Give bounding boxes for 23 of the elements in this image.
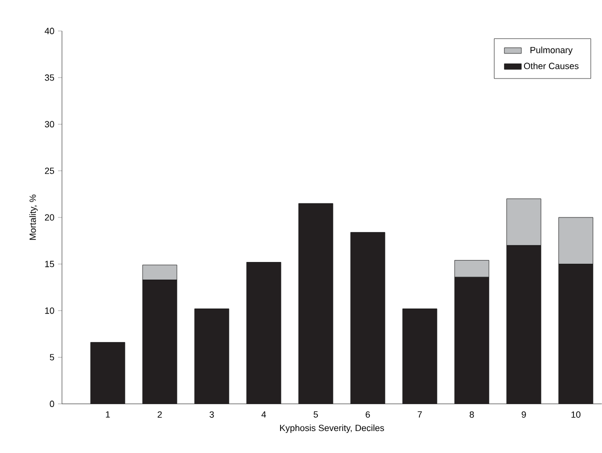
x-tick-label: 3: [210, 411, 214, 418]
x-tick-label: 5: [314, 411, 318, 418]
y-tick-label: 10: [45, 308, 54, 314]
legend-label: Pulmonary: [530, 46, 573, 56]
x-tick-label: 6: [366, 411, 370, 418]
y-tick-label: 15: [45, 260, 54, 268]
y-tick-label: 25: [44, 168, 54, 174]
x-tick-label: 1: [106, 411, 110, 418]
y-tick-label: 5: [50, 354, 54, 360]
x-tick-label: 8: [470, 411, 474, 418]
x-tick-label: 7: [418, 411, 422, 418]
x-tick-label: 4: [261, 411, 266, 418]
x-tick-label: 2: [158, 411, 162, 418]
y-tick-label: 35: [44, 74, 54, 81]
y-axis-title: Mortality, %: [29, 194, 38, 240]
x-tick-label: 10: [572, 411, 580, 418]
y-tick-label: 0: [50, 400, 54, 408]
y-tick-label: 40: [44, 28, 54, 34]
y-tick-label: 30: [44, 121, 54, 128]
x-tick-label: 9: [522, 411, 526, 418]
legend-label: Other Causes: [524, 62, 579, 70]
x-axis-title: Kyphosis Severity, Deciles: [280, 424, 384, 433]
y-tick-label: 20: [44, 214, 54, 221]
